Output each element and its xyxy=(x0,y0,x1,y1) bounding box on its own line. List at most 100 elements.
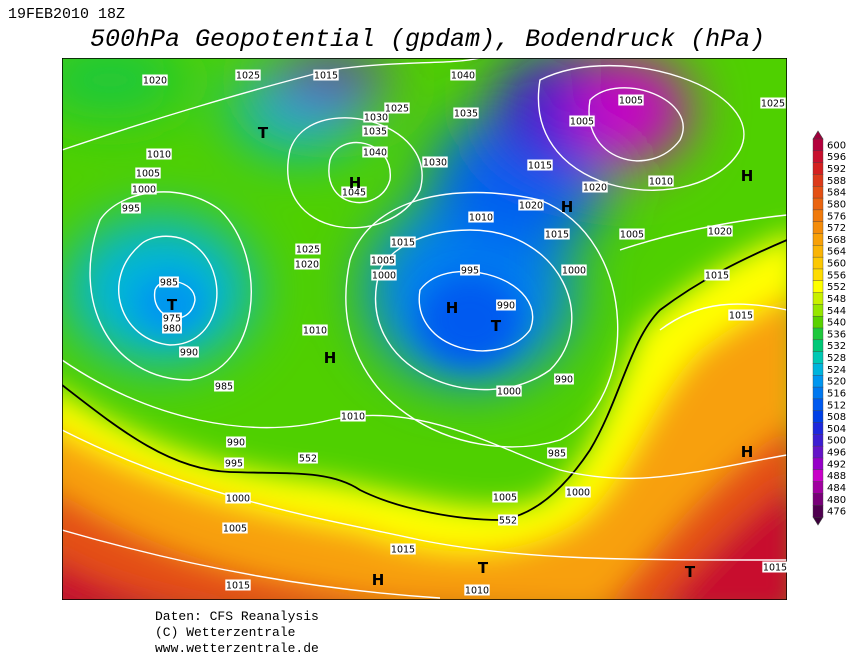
isobar-label: 1030 xyxy=(423,158,447,169)
isobar-label: 1010 xyxy=(649,177,673,188)
isobar-label-box xyxy=(762,561,788,573)
isobar-label-box xyxy=(464,584,490,596)
isobar-label: 1010 xyxy=(303,326,327,337)
colorbar-swatch xyxy=(812,351,824,364)
isobar-label-box xyxy=(302,324,328,336)
isobar-label-box xyxy=(146,148,172,160)
isobar-label: 990 xyxy=(555,375,573,386)
isobar-label: 1045 xyxy=(342,188,366,199)
isobar-label-box xyxy=(582,181,608,193)
isobar-label-box xyxy=(214,380,234,392)
colorbar-swatch xyxy=(812,233,824,246)
isobar-label-box xyxy=(341,186,367,198)
colorbar-label: 480 xyxy=(827,495,846,506)
isobar-label: 1005 xyxy=(136,169,160,180)
colorbar-label: 528 xyxy=(827,353,846,364)
isobar-label-box xyxy=(121,202,141,214)
isobar-label-box xyxy=(159,276,179,288)
isobar-label: 990 xyxy=(180,348,198,359)
contour-label-box xyxy=(298,452,318,464)
colorbar-swatch xyxy=(812,150,824,164)
colorbar-label: 596 xyxy=(827,152,846,163)
colorbar-label: 492 xyxy=(827,459,846,470)
isobar-label-box xyxy=(222,522,248,534)
isobar-label-box xyxy=(760,97,786,109)
colorbar-label: 516 xyxy=(827,388,846,399)
isobar-label: 1025 xyxy=(236,71,260,82)
isobar-label-box xyxy=(142,74,168,86)
colorbar-swatch xyxy=(812,162,824,175)
isobar-label: 1015 xyxy=(391,545,415,556)
isobar-label-box xyxy=(619,228,645,240)
isobar-label-box xyxy=(450,69,476,81)
isobar-label-box xyxy=(363,111,389,123)
pressure-system: H xyxy=(741,443,754,461)
isobar-label-box xyxy=(235,69,261,81)
isobar-label-box xyxy=(162,322,182,334)
isobar-label: 980 xyxy=(163,324,181,335)
isobar-label: 1035 xyxy=(454,109,478,120)
colorbar-label: 520 xyxy=(827,377,846,388)
colorbar-label: 588 xyxy=(827,176,846,187)
isobar-label: 1005 xyxy=(371,256,395,267)
isobar-label: 1020 xyxy=(295,260,319,271)
isobar-label: 1000 xyxy=(372,271,396,282)
colorbar-swatch xyxy=(812,221,824,235)
pressure-system: H xyxy=(324,349,337,367)
isobar-label: 1010 xyxy=(147,150,171,161)
isobar-label: 985 xyxy=(548,449,566,460)
isobar-label-box xyxy=(527,159,553,171)
isobar-label: 990 xyxy=(227,438,245,449)
colorbar-swatch xyxy=(812,410,824,424)
isobar-label-box xyxy=(728,309,754,321)
colorbar-swatch xyxy=(812,174,824,187)
isobar-label: 1025 xyxy=(296,245,320,256)
isobar-label-box xyxy=(390,236,416,248)
isobar-label-box xyxy=(422,156,448,168)
colorbar-label: 532 xyxy=(827,341,846,352)
isobar-label-box xyxy=(565,486,591,498)
isobar-label-box xyxy=(135,167,161,179)
isobar-label: 995 xyxy=(225,459,243,470)
colorbar-swatch xyxy=(812,434,824,447)
isobar-label: 1025 xyxy=(385,104,409,115)
isobar-label: 1010 xyxy=(341,412,365,423)
colorbar-swatch xyxy=(812,315,824,329)
colorbar-swatch xyxy=(812,386,824,400)
pressure-system: H xyxy=(372,571,385,589)
colorbar-label: 556 xyxy=(827,270,846,281)
colorbar-swatch xyxy=(812,363,824,376)
colorbar-label: 552 xyxy=(827,282,846,293)
colorbar-label: 572 xyxy=(827,223,846,234)
footer-line: www.wetterzentrale.de xyxy=(155,641,319,656)
isobar-label: 1000 xyxy=(566,488,590,499)
pressure-system: T xyxy=(167,296,178,314)
isobar-label: 1015 xyxy=(545,230,569,241)
colorbar-swatch xyxy=(812,268,824,282)
colorbar-swatch xyxy=(812,292,824,305)
colorbar-swatch xyxy=(812,280,824,294)
colorbar-swatch xyxy=(812,457,824,471)
colorbar-label: 476 xyxy=(827,507,846,518)
colorbar-label: 536 xyxy=(827,329,846,340)
isobar-label: 1015 xyxy=(705,271,729,282)
map-field xyxy=(62,58,787,600)
pressure-system: T xyxy=(478,559,489,577)
isobar-label-box xyxy=(707,225,733,237)
isobar-label: 1000 xyxy=(226,494,250,505)
isobar-label-box xyxy=(390,543,416,555)
isobar-label: 1000 xyxy=(562,266,586,277)
isobar-label: 1005 xyxy=(620,230,644,241)
isobar-label: 1015 xyxy=(729,311,753,322)
isobar-label-box xyxy=(131,183,157,195)
colorbar-swatch xyxy=(812,504,824,518)
isobar-label: 1040 xyxy=(451,71,475,82)
isobar-label-box xyxy=(544,228,570,240)
colorbar-label: 496 xyxy=(827,448,846,459)
colorbar-swatch xyxy=(812,327,824,341)
isobar-label: 1025 xyxy=(761,99,785,110)
colorbar-swatch xyxy=(812,445,824,459)
pressure-system: H xyxy=(741,167,754,185)
isobar-label-box xyxy=(492,491,518,503)
colorbar-label: 564 xyxy=(827,247,846,258)
